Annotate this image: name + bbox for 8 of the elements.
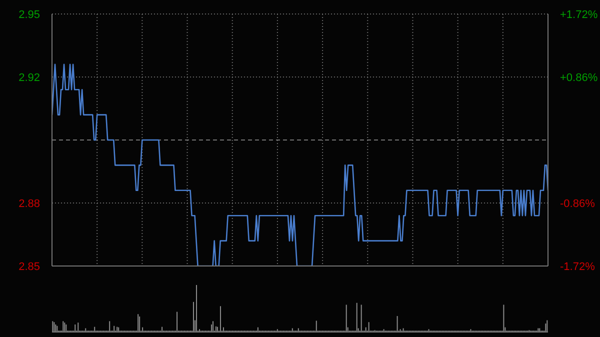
y-tick-label: 2.85 — [18, 260, 40, 273]
y2-tick-label: +0.86% — [560, 72, 598, 84]
y2-tick-label: -0.86% — [560, 198, 596, 210]
y-tick-label: 2.95 — [18, 8, 40, 21]
y-tick-label: 2.88 — [18, 198, 40, 210]
y2-tick-label: +1.72% — [560, 8, 598, 21]
y2-tick-label: -1.72% — [560, 260, 596, 273]
y-tick-label: 2.92 — [18, 72, 40, 84]
